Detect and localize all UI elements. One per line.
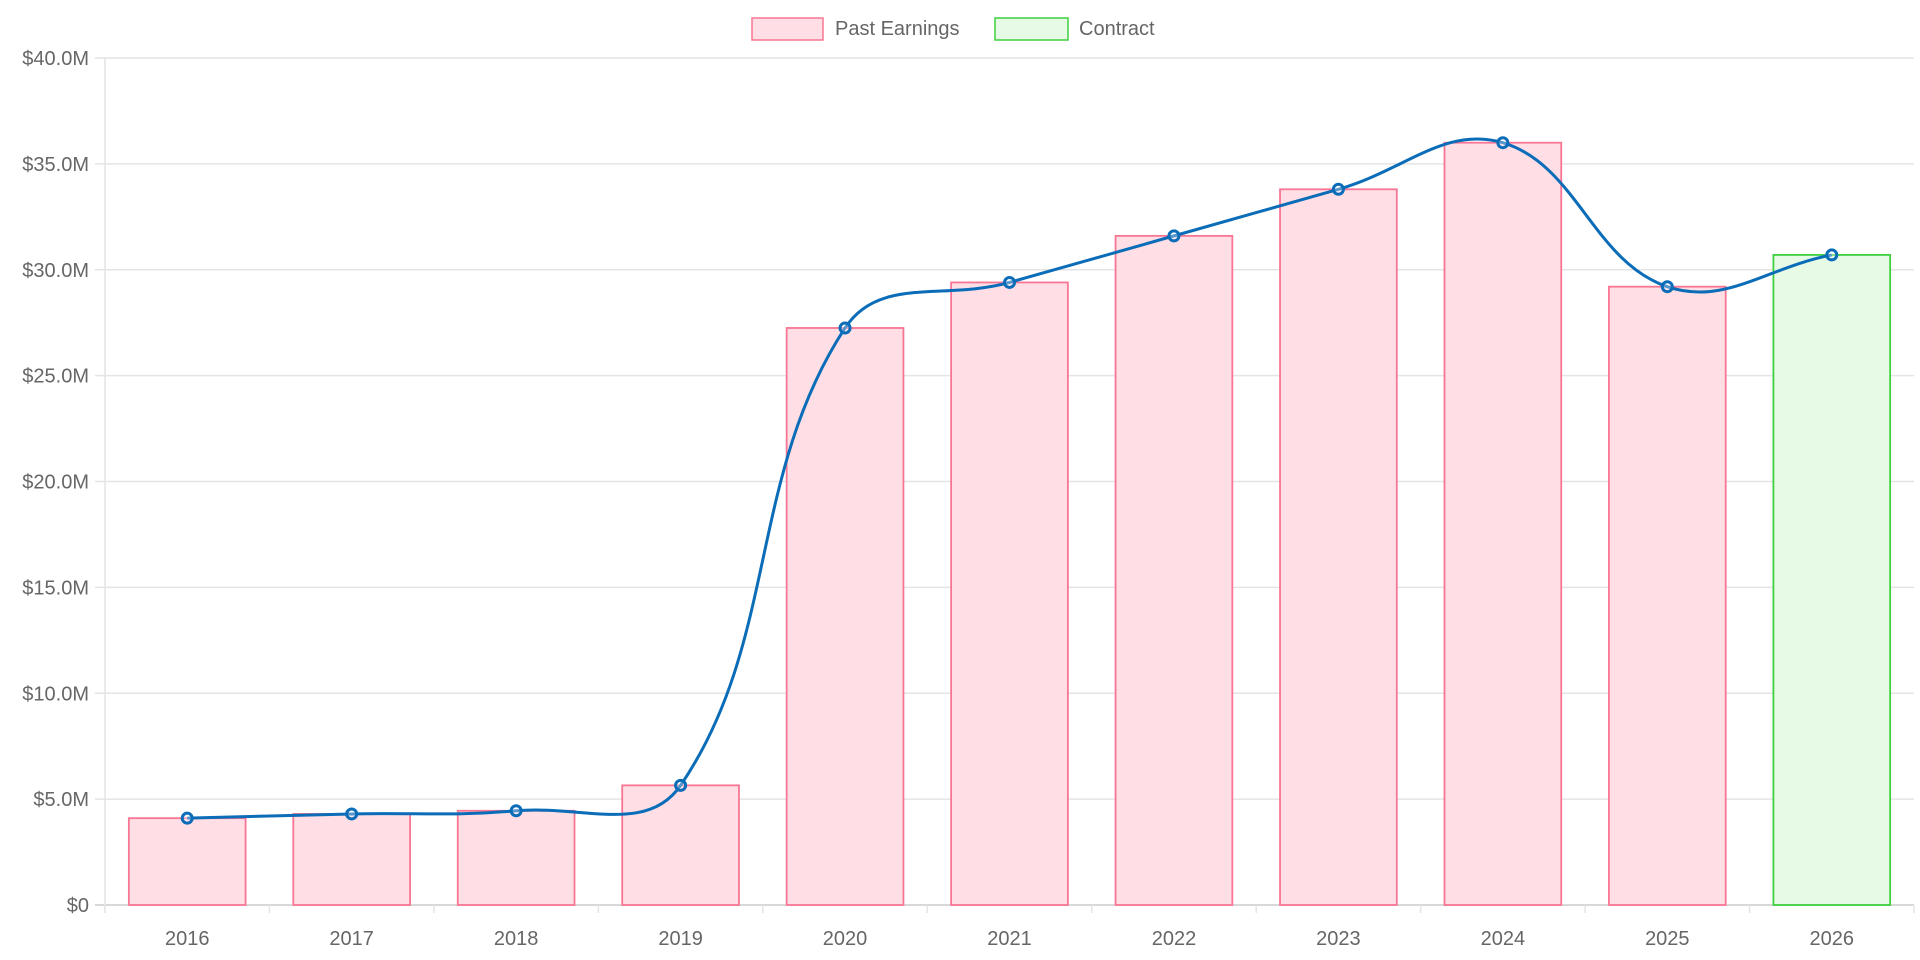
bars [127,141,1892,906]
legend-label-past-earnings[interactable]: Past Earnings [835,18,960,40]
trend-line-path [187,137,1833,820]
bar-past-earnings-2021 [950,281,1069,906]
trend-point-2022 [1167,229,1181,243]
y-tick-label: $5.0M [33,789,89,811]
y-tick-label: $10.0M [22,683,89,705]
trend-point-2025 [1660,280,1674,294]
legend-swatch-contract[interactable] [994,17,1069,41]
trend-point-2023 [1331,182,1345,196]
y-tick-label: $15.0M [22,577,89,599]
trend-point-2019 [674,778,688,792]
x-tick-label: 2023 [1316,928,1361,950]
trend-point-2024 [1496,136,1510,150]
x-tick-label: 2018 [494,928,539,950]
x-tick-label: 2025 [1645,928,1690,950]
x-tick-label: 2020 [823,928,868,950]
y-tick-label: $0 [67,895,89,917]
x-tick-label: 2021 [987,928,1032,950]
bar-past-earnings-2016 [127,817,247,906]
bar-past-earnings-2022 [1114,234,1234,906]
trend-line [180,136,1839,825]
legend: Past Earnings Contract [751,17,1155,41]
legend-label-contract[interactable]: Contract [1079,18,1155,40]
x-tick-label: 2024 [1481,928,1526,950]
bar-past-earnings-2017 [292,813,411,906]
trend-point-2017 [345,807,359,821]
bar-past-earnings-2019 [621,784,740,906]
y-tick-label: $20.0M [22,472,89,494]
bar-past-earnings-2023 [1279,188,1398,906]
y-axis: $0 $5.0M $10.0M $15.0M $20.0M $25.0M $30.0M $35… [22,48,89,917]
y-tick-label: $35.0M [22,154,89,176]
y-tick-label: $25.0M [22,366,89,388]
trend-point-2026 [1825,248,1839,262]
trend-point-2021 [1003,275,1016,289]
legend-swatch-past-earnings[interactable] [751,17,824,41]
bar-past-earnings-2018 [456,809,576,906]
trend-point-2018 [509,804,523,818]
y-tick-label: $40.0M [22,48,89,70]
x-tick-label: 2019 [658,928,703,950]
x-tick-label: 2022 [1152,928,1197,950]
trend-point-2020 [838,321,852,335]
y-tick-label: $30.0M [22,260,89,282]
trend-point-2016 [180,811,194,825]
bar-past-earnings-2020 [785,327,905,906]
bar-past-earnings-2025 [1608,285,1727,906]
bar-past-earnings-2024 [1443,141,1563,906]
x-tick-label: 2017 [329,928,374,950]
x-tick-label: 2016 [165,928,210,950]
x-axis: 2016 2017 2018 2019 2020 2021 2022 2023 2024 2025… [165,928,1854,950]
bar-contract-2026 [1772,254,1892,906]
x-tick-label: 2026 [1810,928,1855,950]
